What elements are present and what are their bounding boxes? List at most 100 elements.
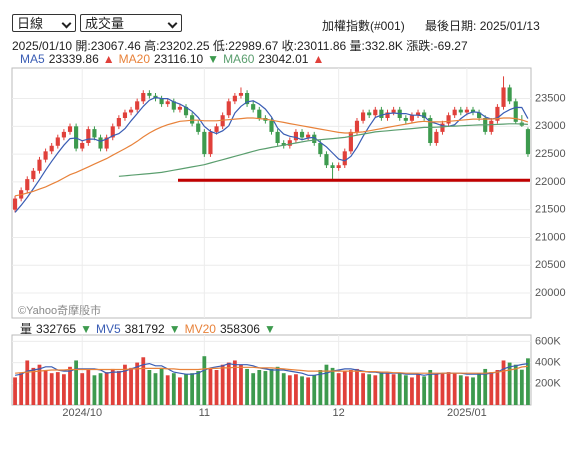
candle-body (409, 115, 415, 121)
candle-body (232, 95, 237, 102)
candle-body (98, 137, 103, 149)
candle-body (171, 101, 176, 110)
candle-body (306, 134, 311, 138)
volume-bar (403, 375, 408, 405)
candle-body (501, 87, 506, 107)
candle-body (287, 140, 292, 146)
legend-value: 358306 (219, 322, 260, 336)
label: 漲跌: (406, 39, 434, 53)
volume-bar (123, 364, 127, 405)
y-tick-label: 22500 (535, 148, 566, 160)
legend-name: MA5 (20, 52, 45, 66)
volume-bar (239, 364, 243, 405)
candle-body (391, 109, 396, 113)
y-tick-label: 21500 (535, 204, 566, 216)
volume-bar (507, 362, 512, 405)
y-tick-label: 21000 (535, 231, 566, 243)
candle-body (80, 143, 85, 149)
volume-bar (269, 368, 274, 405)
volume-bar (275, 366, 280, 405)
volume-bar (55, 372, 60, 405)
x-tick-label: 12 (333, 407, 345, 419)
volume-bar (355, 368, 359, 405)
ma-line (14, 117, 529, 197)
volume-bar (245, 368, 249, 405)
candle-body (367, 112, 372, 116)
candle-body (513, 101, 518, 122)
candle-body (446, 115, 451, 124)
candle-body (214, 126, 219, 132)
candle-body (251, 104, 256, 110)
label: 開: (75, 39, 91, 53)
candle-body (489, 120, 494, 132)
volume-bar (324, 364, 329, 405)
candle-body (385, 112, 390, 118)
y-tick-label: 22000 (535, 176, 566, 188)
volume-bar (116, 371, 121, 405)
candle-body (464, 109, 469, 113)
volume-bar (385, 373, 390, 405)
candle-body (183, 106, 189, 116)
candle-body (458, 109, 463, 113)
volume-bar (471, 377, 475, 405)
legend-value: 23339.86 (48, 52, 99, 66)
volume-bar (422, 376, 427, 405)
volume-bar (98, 373, 103, 405)
volume-bar (348, 370, 353, 405)
volume-bar (495, 370, 500, 405)
date: 2025/01/10 (12, 39, 73, 53)
value: -69.27 (433, 39, 468, 53)
candle-body (165, 101, 170, 105)
watermark: ©Yahoo奇摩股市 (18, 303, 101, 317)
candle-body (336, 165, 341, 168)
volume-bar (513, 364, 518, 405)
y-tick-label: 400K (535, 356, 561, 368)
volume-bar (416, 374, 420, 405)
index-name: 加權指數(#001) (322, 19, 405, 33)
candle-body (318, 143, 323, 155)
candle-body (312, 134, 317, 143)
volume-bar (165, 375, 170, 405)
legend-name: MV20 (184, 322, 216, 336)
volume-bar (37, 364, 42, 405)
legend-value: 23116.10 (154, 52, 204, 66)
candle-body (128, 109, 134, 113)
x-tick-label: 2024/10 (62, 407, 102, 419)
candle-body (354, 120, 360, 132)
volume-bar (501, 360, 506, 405)
volume-bar (226, 362, 231, 405)
period-select[interactable]: 日線 (12, 14, 76, 32)
volume-bar (220, 364, 225, 405)
volume-bar (300, 376, 304, 405)
candle-body (422, 112, 427, 118)
volume-bar (19, 373, 24, 405)
volume-bar (446, 372, 451, 405)
legend-trend: ▼ (207, 52, 220, 66)
volume-bar (43, 370, 48, 405)
volume-legend: 量 332765 ▼ MV5 381792 ▼ MV20 358306 ▼ (20, 320, 280, 337)
volume-bar (104, 372, 109, 405)
volume-bar (342, 371, 347, 405)
volume-bar (434, 374, 439, 405)
y-tick-label: 23000 (535, 120, 566, 132)
volume-bar (312, 375, 317, 405)
y-tick-label: 23500 (535, 92, 566, 104)
ohlc-info: 2025/01/10 開:23067.46 高:23202.25 低:22989… (12, 37, 468, 54)
indicator-select[interactable]: 成交量 (80, 14, 182, 32)
candle-body (86, 129, 91, 143)
volume-bar (397, 373, 402, 405)
value: 2025/01/13 (479, 19, 540, 33)
candle-body (452, 109, 457, 116)
candle-body (245, 93, 250, 105)
x-tick-label: 2025/01 (447, 407, 487, 419)
volume-bar (208, 367, 213, 405)
label: 最後日期: (425, 19, 477, 33)
candle-body (293, 131, 298, 141)
candle-body (31, 170, 36, 180)
volume-bar (367, 374, 372, 405)
volume-bar (483, 368, 488, 405)
volume-bar (190, 373, 195, 405)
candle-body (507, 87, 512, 102)
volume-bar (428, 370, 433, 405)
